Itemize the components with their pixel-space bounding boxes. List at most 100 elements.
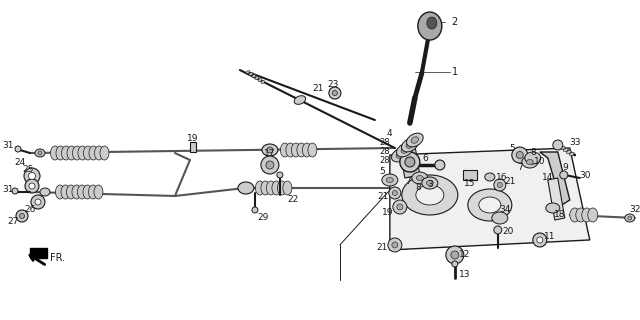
Ellipse shape <box>255 181 264 195</box>
Ellipse shape <box>392 190 397 196</box>
Text: 21: 21 <box>504 178 515 187</box>
Ellipse shape <box>67 146 76 160</box>
Ellipse shape <box>516 151 524 158</box>
Ellipse shape <box>15 146 21 152</box>
Text: 21: 21 <box>312 84 324 92</box>
Ellipse shape <box>255 77 259 79</box>
Text: 22: 22 <box>287 196 298 204</box>
Ellipse shape <box>393 200 407 214</box>
Ellipse shape <box>61 146 70 160</box>
Ellipse shape <box>557 144 562 148</box>
Text: 18: 18 <box>554 211 566 220</box>
Ellipse shape <box>494 226 502 234</box>
Ellipse shape <box>297 143 306 157</box>
Text: 30: 30 <box>579 172 591 180</box>
Text: 34: 34 <box>499 205 511 214</box>
Text: 12: 12 <box>459 251 470 260</box>
Ellipse shape <box>497 182 502 188</box>
Ellipse shape <box>277 172 283 178</box>
Text: 28: 28 <box>380 156 390 164</box>
Bar <box>190 142 196 152</box>
Ellipse shape <box>329 87 341 99</box>
Ellipse shape <box>526 159 533 164</box>
Text: 4: 4 <box>387 129 393 138</box>
Text: 28: 28 <box>380 138 390 147</box>
Ellipse shape <box>266 161 274 169</box>
Ellipse shape <box>427 17 437 29</box>
Ellipse shape <box>512 147 528 163</box>
Text: 7: 7 <box>517 164 523 172</box>
Ellipse shape <box>451 251 459 259</box>
Ellipse shape <box>19 213 24 219</box>
Text: 27: 27 <box>7 218 19 227</box>
Text: 8: 8 <box>415 183 420 193</box>
Text: 6: 6 <box>422 154 428 163</box>
Ellipse shape <box>16 210 28 222</box>
Ellipse shape <box>401 138 418 152</box>
Text: 10: 10 <box>534 157 545 166</box>
Ellipse shape <box>406 133 423 147</box>
Ellipse shape <box>426 180 433 186</box>
Ellipse shape <box>294 96 306 104</box>
Ellipse shape <box>533 233 547 247</box>
Ellipse shape <box>266 181 275 195</box>
Ellipse shape <box>280 143 289 157</box>
Ellipse shape <box>72 185 81 199</box>
Ellipse shape <box>382 174 398 186</box>
Ellipse shape <box>400 152 420 172</box>
Polygon shape <box>390 148 590 250</box>
Text: 17: 17 <box>264 148 276 157</box>
Ellipse shape <box>492 212 508 224</box>
Ellipse shape <box>291 143 300 157</box>
Ellipse shape <box>387 178 394 182</box>
Ellipse shape <box>83 146 92 160</box>
Ellipse shape <box>576 208 586 222</box>
Ellipse shape <box>262 144 278 156</box>
Ellipse shape <box>51 146 60 160</box>
Ellipse shape <box>283 181 292 195</box>
Text: 31: 31 <box>3 186 13 195</box>
Ellipse shape <box>435 160 445 170</box>
Ellipse shape <box>12 188 18 194</box>
Ellipse shape <box>286 143 295 157</box>
Ellipse shape <box>35 149 45 157</box>
Polygon shape <box>548 178 564 220</box>
Ellipse shape <box>418 12 442 40</box>
Ellipse shape <box>35 199 41 205</box>
Ellipse shape <box>77 185 86 199</box>
Text: 32: 32 <box>629 205 640 214</box>
Text: 28: 28 <box>380 147 390 156</box>
Text: 21: 21 <box>377 193 388 202</box>
Ellipse shape <box>396 152 404 158</box>
Ellipse shape <box>29 172 35 180</box>
Ellipse shape <box>38 151 42 155</box>
Ellipse shape <box>308 143 317 157</box>
Text: 26: 26 <box>24 205 36 214</box>
Ellipse shape <box>252 75 256 77</box>
Ellipse shape <box>272 181 281 195</box>
Text: 31: 31 <box>3 140 13 149</box>
Ellipse shape <box>78 146 87 160</box>
Ellipse shape <box>494 179 506 191</box>
Ellipse shape <box>625 214 635 222</box>
Text: 2: 2 <box>452 17 458 27</box>
Text: 5: 5 <box>379 167 385 177</box>
Ellipse shape <box>67 185 76 199</box>
Ellipse shape <box>392 148 408 162</box>
Ellipse shape <box>406 142 413 148</box>
Text: 11: 11 <box>544 232 556 242</box>
Text: 1: 1 <box>452 67 458 77</box>
Text: 5: 5 <box>509 143 515 153</box>
Ellipse shape <box>570 208 580 222</box>
Ellipse shape <box>485 173 495 181</box>
Ellipse shape <box>412 172 428 184</box>
Text: 7: 7 <box>405 178 411 187</box>
Ellipse shape <box>56 185 65 199</box>
Ellipse shape <box>561 146 565 150</box>
Ellipse shape <box>258 79 262 81</box>
Ellipse shape <box>246 71 250 73</box>
Ellipse shape <box>416 185 444 205</box>
Text: 3: 3 <box>427 180 433 189</box>
Ellipse shape <box>479 197 501 213</box>
Text: 29: 29 <box>257 213 269 222</box>
